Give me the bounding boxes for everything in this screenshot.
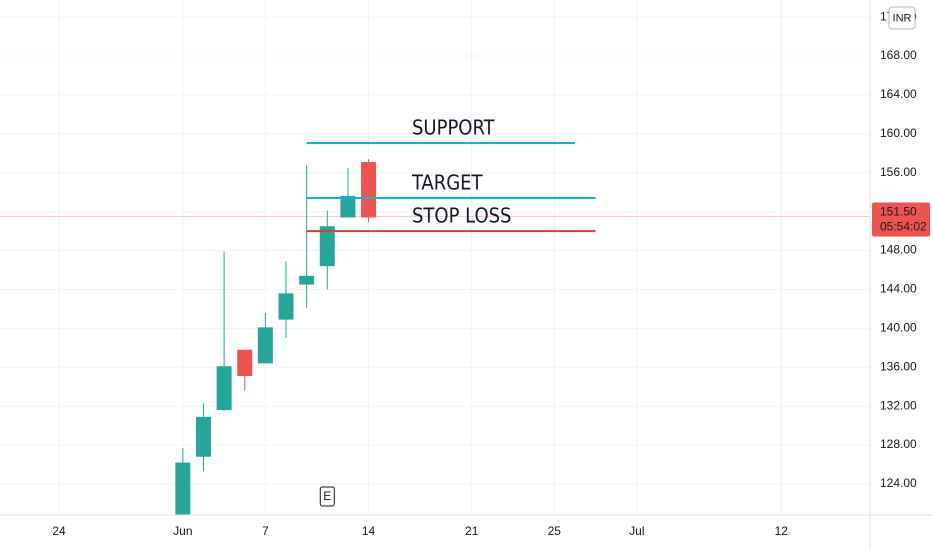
y-tick-label: 168.00: [880, 48, 917, 62]
candle-body: [195, 416, 211, 457]
x-tick-label: Jul: [629, 524, 644, 538]
axes: 124.00 128.00 132.00 136.00 140.00 144.00 148.…: [52, 6, 930, 538]
y-tick-label: 136.00: [880, 359, 917, 373]
y-tick-label: 160.00: [880, 126, 917, 140]
candle-body: [361, 162, 377, 218]
grid: [0, 0, 870, 515]
x-tick-label: 24: [52, 524, 66, 538]
level-label: STOP LOSS: [412, 204, 511, 228]
candle-body: [216, 366, 232, 411]
event-marker: E: [323, 489, 331, 503]
x-tick-label: Jun: [173, 524, 192, 538]
event-marker-box: [319, 486, 335, 507]
price-label-box: [872, 202, 930, 237]
candle-body: [175, 462, 191, 515]
currency-label: INR: [893, 12, 912, 24]
y-tick-label: 156.00: [880, 165, 917, 179]
plot-area: SUPPORT TARGET STOP LOSS E: [0, 115, 870, 515]
y-tick-label: 164.00: [880, 87, 917, 101]
candle-body: [278, 293, 294, 320]
y-tick-label: 144.00: [880, 282, 917, 296]
price-label: 151.50: [880, 205, 917, 219]
y-tick-label: 140.00: [880, 321, 917, 335]
candle-body: [257, 327, 273, 364]
level-label: SUPPORT: [412, 115, 496, 139]
x-tick-label: 7: [262, 524, 269, 538]
x-tick-label: 25: [548, 524, 562, 538]
candle-body: [237, 349, 253, 377]
y-tick-label: 148.00: [880, 243, 917, 257]
x-tick-label: 12: [775, 524, 789, 538]
candle-body: [340, 196, 356, 218]
level-label: TARGET: [411, 171, 484, 195]
x-tick-label: 14: [362, 524, 376, 538]
y-tick-label: 124.00: [880, 476, 917, 490]
currency-box: [888, 6, 916, 30]
y-tick-label: 132.00: [880, 398, 917, 412]
candle-body: [299, 275, 315, 285]
y-tick-label: 128.00: [880, 437, 917, 451]
countdown-label: 05:54:02: [880, 220, 927, 234]
x-tick-label: 21: [465, 524, 479, 538]
candle-body: [319, 226, 335, 267]
